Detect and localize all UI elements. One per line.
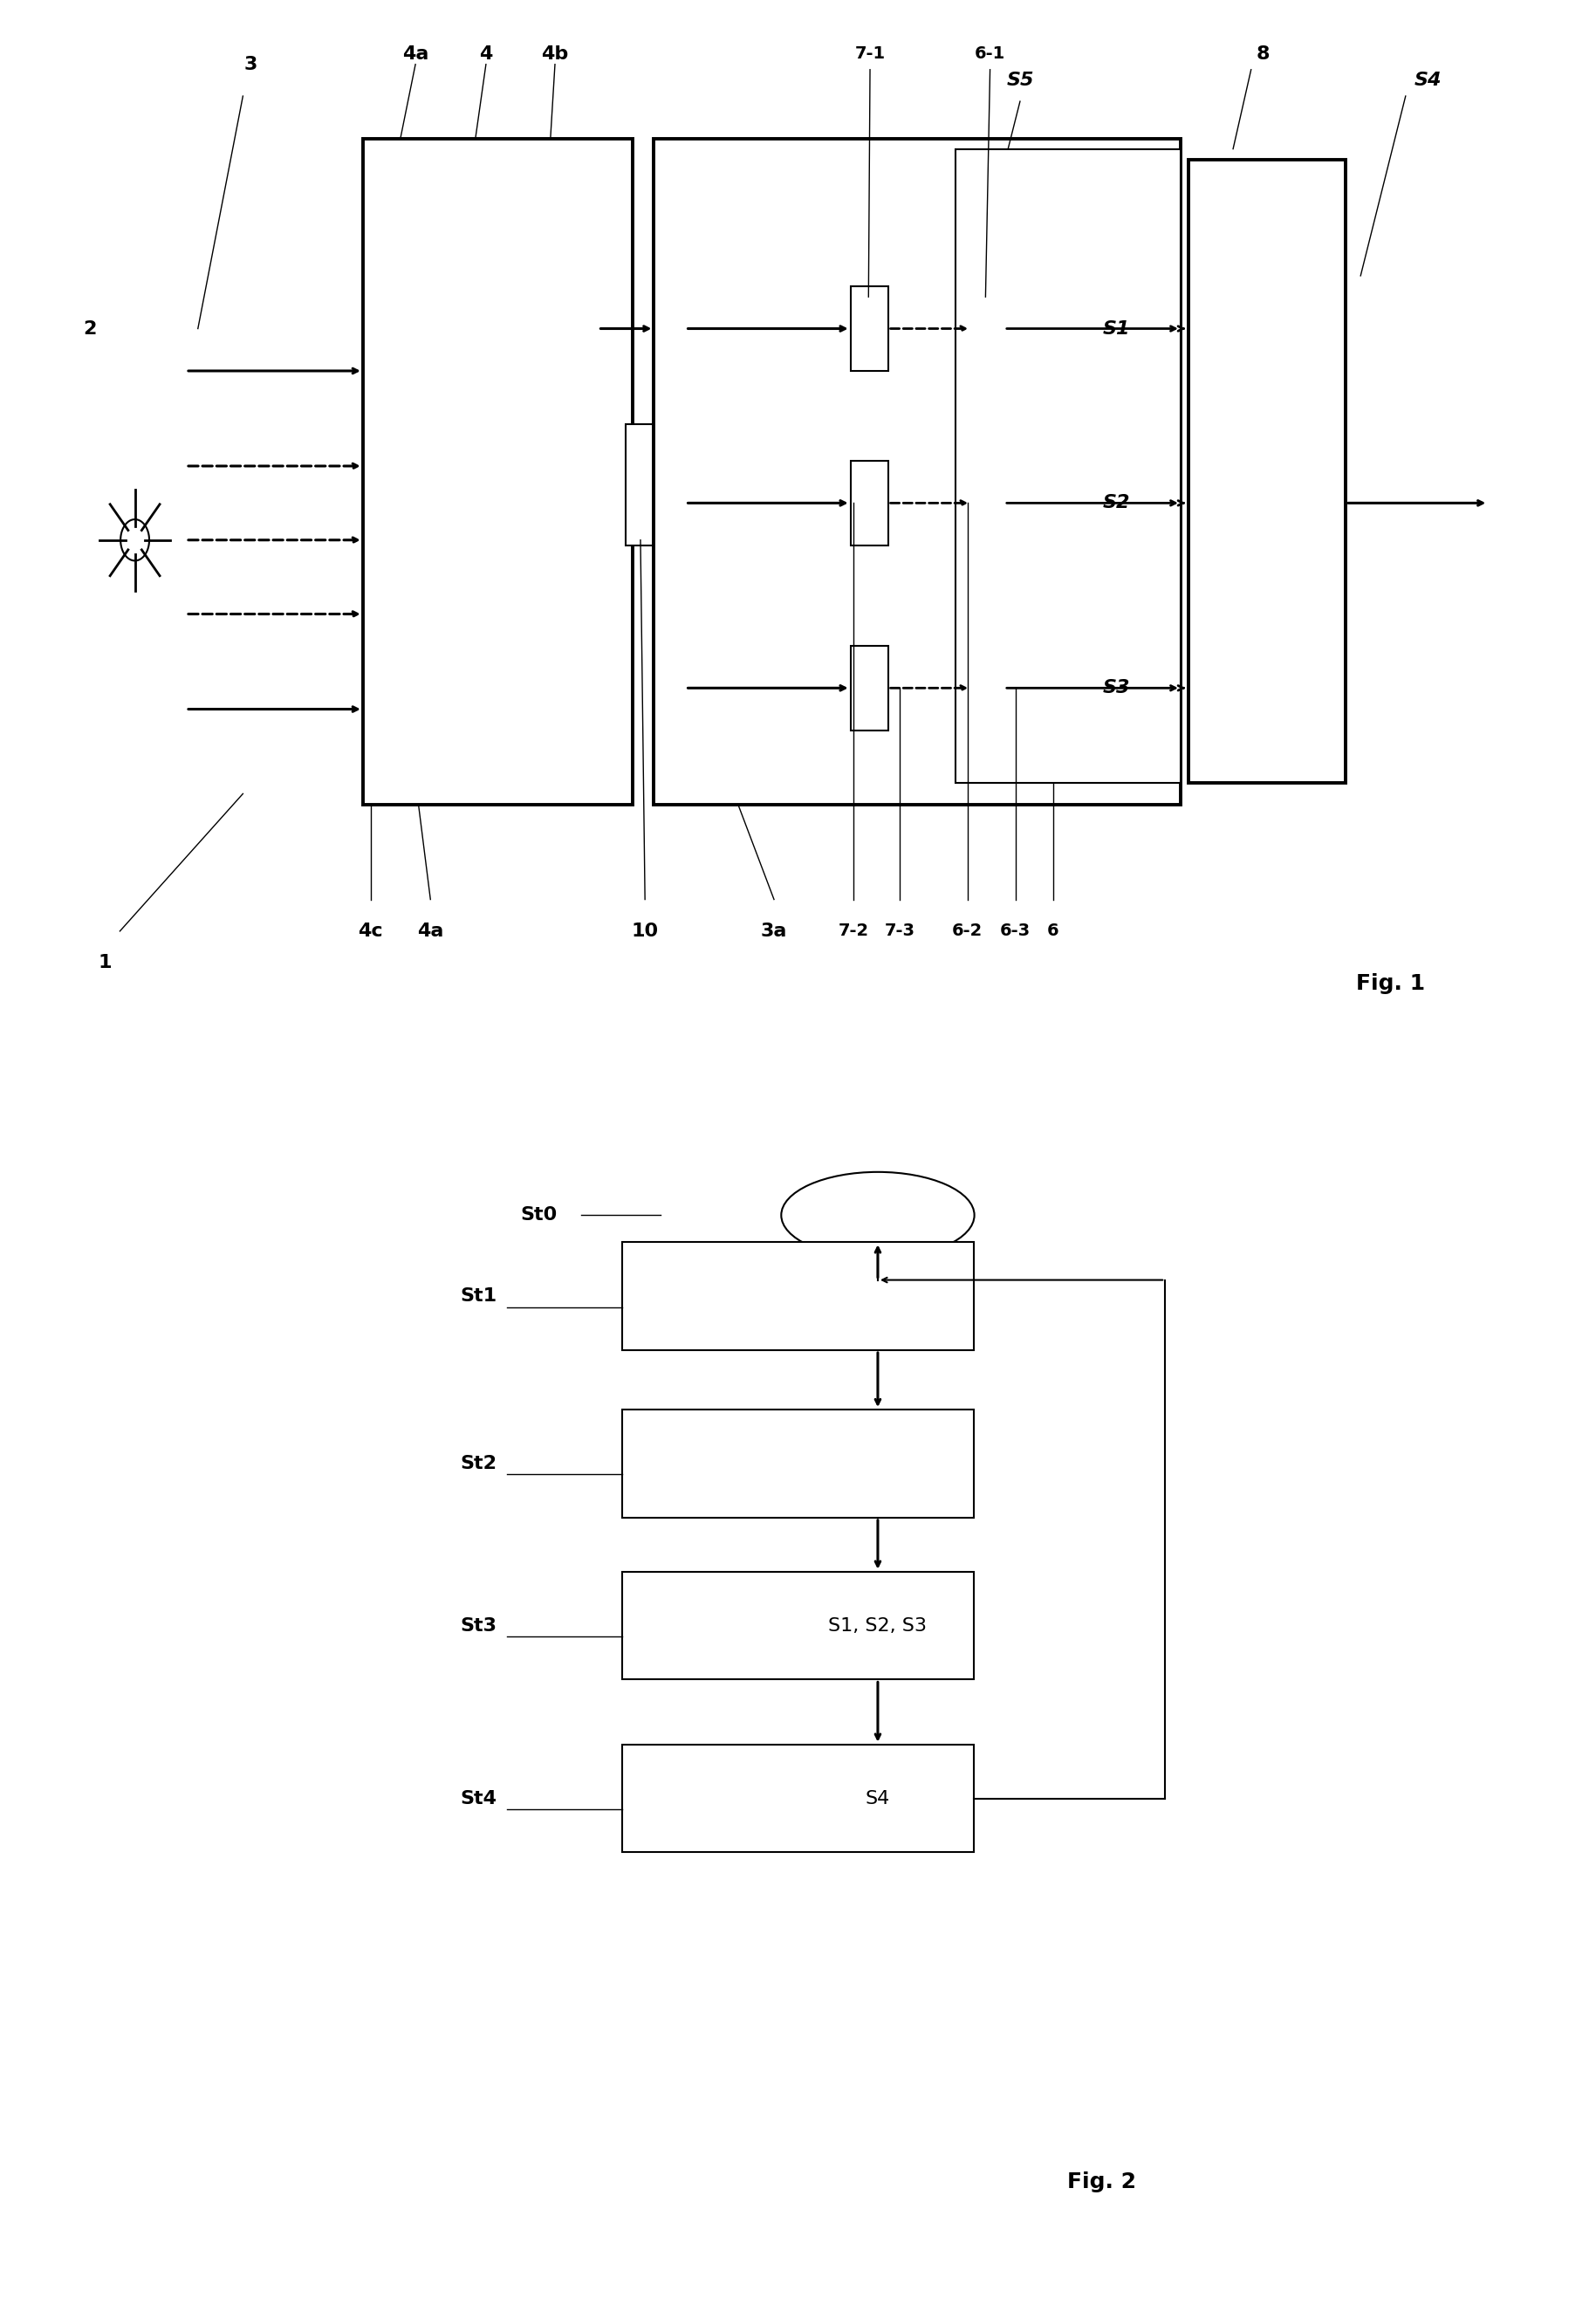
Text: S1, S2, S3: S1, S2, S3 [828,1618,927,1634]
Text: 2: 2 [83,319,97,338]
Bar [622,1572,974,1680]
Text: S5: S5 [1007,71,1034,90]
Text: 7-1: 7-1 [855,46,886,62]
Text: 6-3: 6-3 [1001,924,1031,940]
Bar [970,287,1004,370]
Bar [851,646,887,731]
Text: 6: 6 [1047,924,1060,940]
Text: 10: 10 [632,921,659,940]
Text: S2: S2 [1103,494,1130,512]
Bar [622,1243,974,1351]
Text: St3: St3 [461,1618,496,1634]
Text: S4: S4 [865,1790,891,1806]
Ellipse shape [782,1172,975,1259]
Bar [622,1744,974,1852]
Bar [626,423,656,545]
Text: 4a: 4a [402,46,429,62]
Text: 7-3: 7-3 [884,924,915,940]
Text: 4c: 4c [358,921,383,940]
Text: S1: S1 [1103,319,1130,338]
Text: Fig. 2: Fig. 2 [1066,2172,1136,2192]
Bar [851,287,887,370]
Bar [970,646,1004,731]
Bar [654,138,1181,804]
Text: 4: 4 [479,46,493,62]
Text: St0: St0 [520,1206,557,1225]
Text: 4a: 4a [417,921,444,940]
Text: St4: St4 [461,1790,496,1806]
Text: 3a: 3a [761,921,787,940]
Bar [970,462,1004,545]
Bar [362,138,634,804]
Text: S4: S4 [1414,71,1441,90]
Text: 1: 1 [97,954,112,972]
Text: 8: 8 [1256,46,1270,62]
Text: St2: St2 [461,1455,496,1473]
Bar [956,149,1181,784]
Text: Fig. 1: Fig. 1 [1357,974,1425,995]
Text: 4b: 4b [541,46,568,62]
Bar [1187,159,1345,784]
Bar [622,1409,974,1517]
Text: 3: 3 [244,55,257,74]
Text: S3: S3 [1103,680,1130,696]
Bar [851,462,887,545]
Text: 6-1: 6-1 [975,46,1005,62]
Text: 6-2: 6-2 [953,924,983,940]
Text: 7-2: 7-2 [838,924,868,940]
Text: St1: St1 [460,1287,498,1305]
